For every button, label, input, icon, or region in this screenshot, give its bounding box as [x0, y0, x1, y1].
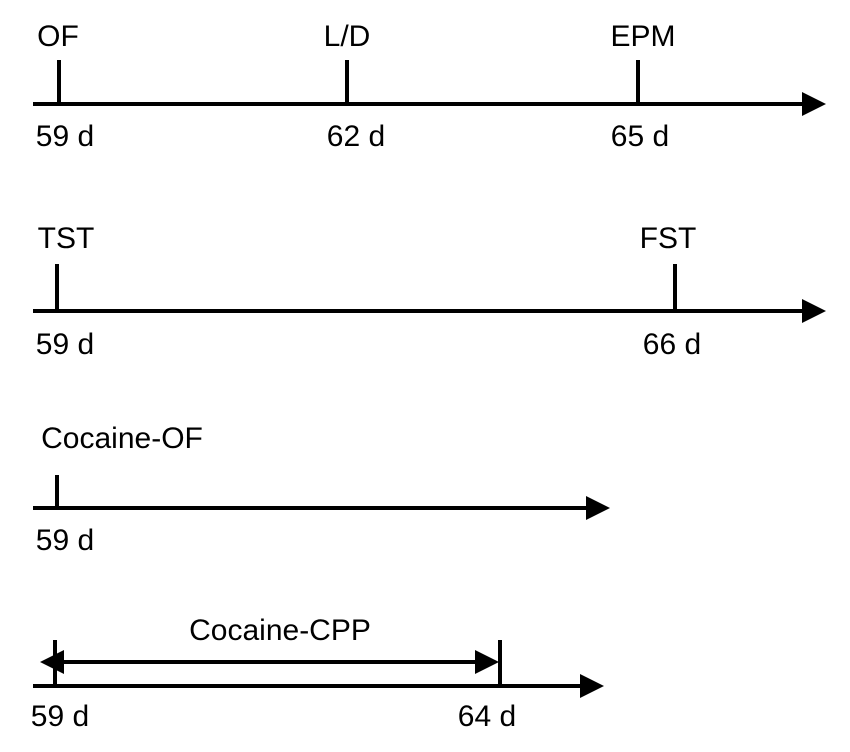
event-day: 59 d	[31, 700, 89, 733]
event-day: 59 d	[36, 524, 94, 557]
event-label: L/D	[324, 20, 371, 53]
event-label: Cocaine-OF	[41, 422, 203, 455]
event-day: 65 d	[611, 120, 669, 153]
event-label: EPM	[610, 20, 675, 53]
event-label: FST	[640, 222, 697, 255]
event-day: 59 d	[36, 120, 94, 153]
event-label: TST	[38, 222, 95, 255]
span-label: Cocaine-CPP	[189, 614, 371, 647]
event-day: 64 d	[458, 700, 516, 733]
event-label: OF	[37, 20, 79, 53]
event-day: 59 d	[36, 328, 94, 361]
event-day: 62 d	[327, 120, 385, 153]
event-day: 66 d	[643, 328, 701, 361]
